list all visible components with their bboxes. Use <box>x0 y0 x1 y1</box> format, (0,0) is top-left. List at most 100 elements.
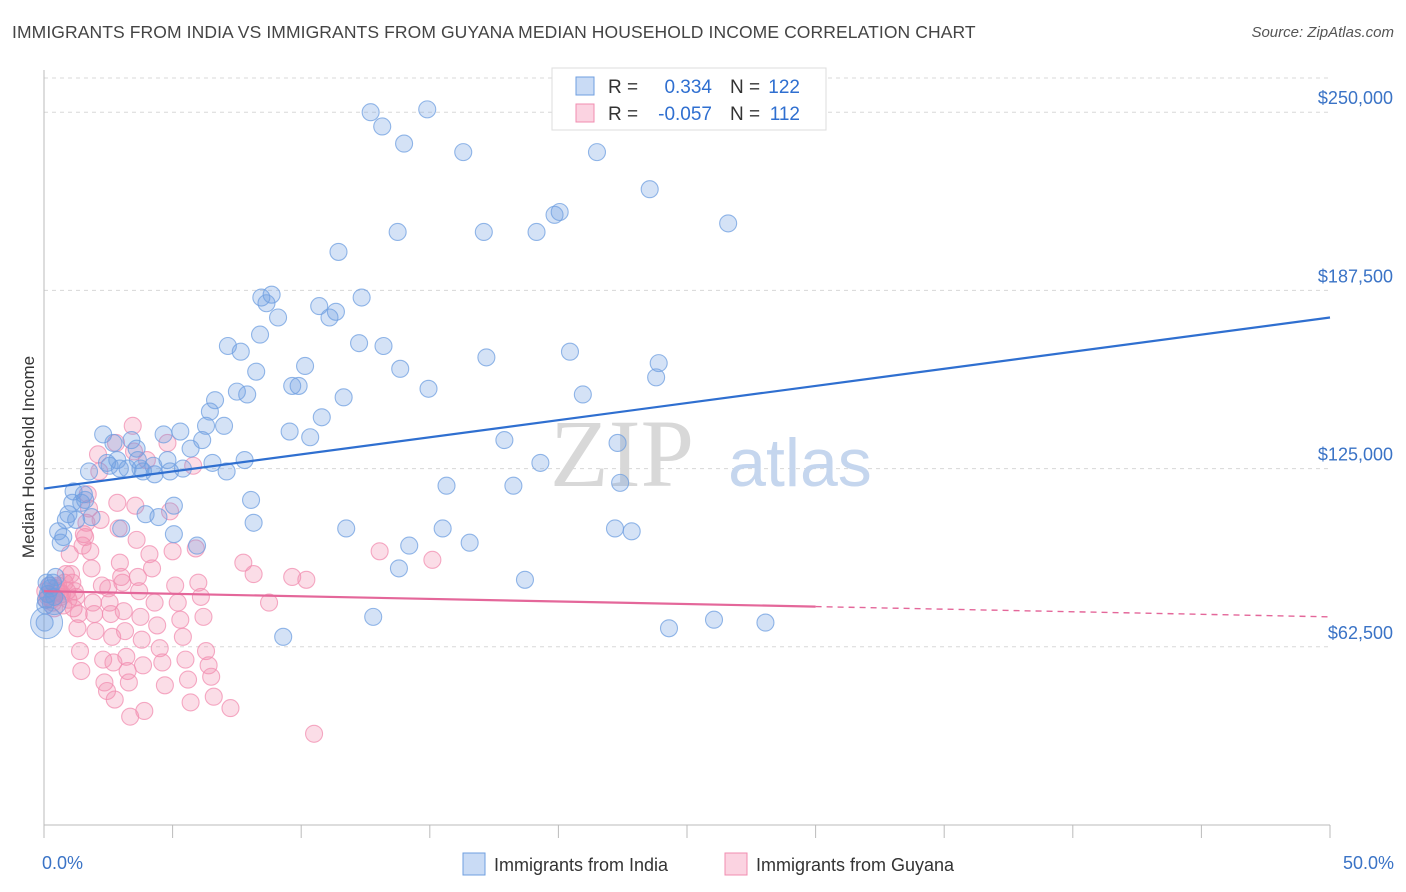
scatter-point <box>573 385 592 404</box>
scatter-point <box>217 462 236 481</box>
scatter-point <box>244 565 263 584</box>
scatter-point <box>70 642 90 661</box>
scatter-point <box>326 302 345 321</box>
scatter-point <box>193 431 212 450</box>
scatter-point <box>647 368 666 387</box>
scatter-point <box>115 622 135 641</box>
scatter-point <box>329 242 348 261</box>
scatter-point <box>130 582 149 601</box>
scatter-point <box>149 508 168 527</box>
scatter-point <box>560 342 580 361</box>
scatter-point <box>76 490 95 510</box>
scatter-point <box>515 570 535 589</box>
scatter-point <box>205 391 225 410</box>
scatter-point <box>164 525 183 544</box>
scatter-point <box>395 134 414 153</box>
scatter-point <box>252 288 271 307</box>
scatter-point <box>176 650 195 669</box>
scatter-point <box>531 453 550 472</box>
scatter-point <box>171 610 190 629</box>
scatter-point <box>296 356 315 376</box>
scatter-point <box>289 376 308 395</box>
scatter-point <box>123 416 142 435</box>
y-tick-label: $62,500 <box>1328 623 1393 643</box>
watermark: ZIP atlas <box>550 400 872 507</box>
scatter-point <box>178 670 198 689</box>
scatter-point <box>85 604 104 624</box>
scatter-point <box>79 462 99 481</box>
scatter-point <box>305 724 324 743</box>
scatter-point <box>608 433 627 452</box>
scatter-point <box>119 673 138 692</box>
y-tick-label: $187,500 <box>1318 266 1393 286</box>
series-legend-label-india: Immigrants from India <box>494 855 669 875</box>
scatter-point <box>82 508 101 527</box>
scatter-point <box>495 431 514 450</box>
y-axis-label: Median Household Income <box>19 356 38 558</box>
stats-legend: R = 0.334 N = 122 R = -0.057 N = 112 <box>551 67 827 131</box>
legend-swatch-guyana <box>575 103 595 123</box>
scatter-point <box>364 607 383 626</box>
legend-r-label-guyana: R = <box>608 104 638 125</box>
scatter-point <box>704 610 724 629</box>
scatter-point <box>142 559 162 578</box>
scatter-point <box>81 542 100 561</box>
scatter-point <box>611 473 630 492</box>
scatter-point <box>550 202 569 222</box>
scatter-point <box>250 325 270 344</box>
x-tick-max: 50.0% <box>1343 853 1394 873</box>
scatter-point <box>191 587 210 606</box>
legend-r-value-guyana: -0.057 <box>658 104 712 125</box>
scatter-point <box>454 143 473 162</box>
scatter-point <box>86 622 105 641</box>
scatter-point <box>474 222 493 242</box>
scatter-point <box>128 567 147 587</box>
scatter-point <box>391 359 410 378</box>
scatter-point <box>54 527 73 547</box>
scatter-point <box>196 642 216 661</box>
svg-text:atlas: atlas <box>728 425 872 501</box>
trend-line-india <box>43 316 1331 490</box>
scatter-point <box>158 451 177 470</box>
scatter-point <box>189 573 208 592</box>
scatter-point <box>280 422 299 441</box>
scatter-point <box>113 573 132 592</box>
scatter-point <box>181 693 200 712</box>
scatter-point <box>117 647 136 666</box>
x-tick-min: 0.0% <box>42 853 83 873</box>
scatter-point <box>418 100 437 119</box>
legend-r-value-india: 0.334 <box>664 77 712 98</box>
scatter-point <box>301 428 320 447</box>
scatter-point <box>460 533 479 552</box>
scatter-point <box>164 496 183 515</box>
scatter-point <box>45 587 64 606</box>
scatter-point <box>199 656 218 675</box>
scatter-point <box>202 667 221 686</box>
scatter-point <box>310 297 329 316</box>
scatter-point <box>171 422 190 441</box>
scatter-point <box>82 559 101 578</box>
chart-title: IMMIGRANTS FROM INDIA VS IMMIGRANTS FROM… <box>12 22 976 42</box>
scatter-point <box>145 593 164 612</box>
scatter-point <box>640 180 659 199</box>
india-points <box>30 100 775 646</box>
scatter-point <box>283 567 302 587</box>
legend-n-value-india: 122 <box>768 77 800 98</box>
scatter-point <box>241 490 261 510</box>
series-legend: Immigrants from India Immigrants from Gu… <box>462 852 955 876</box>
scatter-point <box>259 593 279 612</box>
scatter-point <box>200 402 219 421</box>
y-tick-label: $125,000 <box>1318 445 1393 465</box>
scatter-point <box>297 570 316 589</box>
scatter-point <box>104 433 123 452</box>
scatter-point <box>504 476 523 495</box>
scatter-point <box>204 687 223 706</box>
scatter-point <box>227 382 246 401</box>
scatter-point <box>74 485 93 504</box>
scatter-point <box>649 354 668 373</box>
scatter-point <box>135 701 154 721</box>
scatter-point <box>72 661 91 681</box>
scatter-point <box>400 536 419 555</box>
legend-r-label-india: R = <box>608 77 638 98</box>
